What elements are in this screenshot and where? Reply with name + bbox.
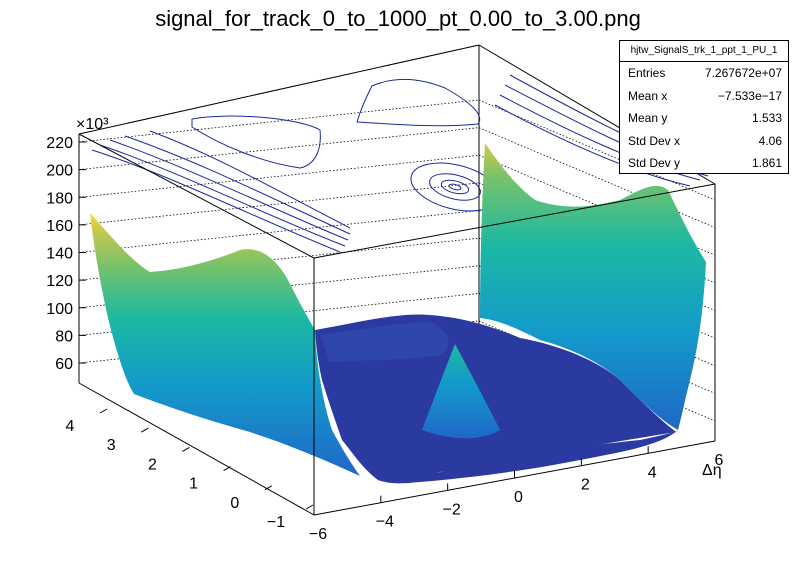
x-tick-label: 4 <box>648 464 657 481</box>
contour-band-1 <box>91 149 341 253</box>
z-tick-label: 180 <box>46 190 73 207</box>
contour-center-4 <box>448 183 462 191</box>
contour-band-4 <box>124 135 351 235</box>
contour-band-5 <box>149 130 351 229</box>
x-tick-label: −6 <box>309 526 327 543</box>
y-tick <box>140 427 149 433</box>
stats-row: Mean x −7.533e−17 <box>620 85 788 108</box>
surface-central-peak <box>422 344 500 439</box>
y-axis: −1 0 1 2 3 4 <box>66 408 314 531</box>
surface-right-wall <box>480 143 706 430</box>
z-tick-label: 100 <box>46 301 73 318</box>
z-tick-label: 140 <box>46 246 73 263</box>
stats-value: 7.267672e+07 <box>704 66 782 81</box>
grid-line <box>478 99 716 201</box>
surface-front-edge <box>378 430 678 484</box>
grid-line <box>78 210 480 253</box>
stats-histogram-name: hjtw_SignalS_trk_1_ppt_1_PU_1 <box>620 41 788 62</box>
y-tick-label: 2 <box>148 456 157 473</box>
x-tick-label: 2 <box>581 477 590 494</box>
chart-title: signal_for_track_0_to_1000_pt_0.00_to_3.… <box>155 6 641 31</box>
z-tick-label: 160 <box>46 218 73 235</box>
z-tick-label: 220 <box>46 135 73 152</box>
stats-label: Entries <box>628 66 666 81</box>
y-tick-label: 1 <box>189 476 198 493</box>
z-tick-label: 60 <box>55 356 73 373</box>
stats-value: 4.06 <box>758 133 782 148</box>
y-tick <box>305 504 314 510</box>
contour-center-2 <box>429 173 481 201</box>
stats-value: −7.533e−17 <box>717 88 782 103</box>
x-tick-label: 6 <box>715 452 724 469</box>
stats-label: Std Dev x <box>628 133 681 148</box>
stats-row: Std Dev y 1.861 <box>620 152 788 175</box>
y-tick <box>264 485 273 491</box>
y-tick-label: 0 <box>230 495 239 512</box>
grid-line <box>78 182 480 226</box>
contour-center-3 <box>440 179 470 195</box>
z-axis-multiplier: ×10³ <box>76 116 109 133</box>
contour-band-6 <box>494 104 691 187</box>
y-tick-label: 4 <box>66 418 75 435</box>
x-axis: −6 −4 −2 0 2 4 6 <box>309 434 724 543</box>
y-tick <box>99 408 108 414</box>
x-axis-label: Δη <box>702 462 722 479</box>
stats-value: 1.533 <box>751 111 782 126</box>
surface-left-wall <box>90 213 360 476</box>
grid-line <box>78 127 480 171</box>
stats-row: Mean y 1.533 <box>620 107 788 130</box>
contour-left-loop <box>191 115 321 169</box>
surface-floor-shade <box>320 322 449 362</box>
contour-band-2 <box>99 144 346 247</box>
stats-row: Entries 7.267672e+07 <box>620 62 788 85</box>
x-tick-label: 0 <box>514 489 523 506</box>
stats-label: Mean x <box>628 88 668 103</box>
contour-band-3 <box>109 139 349 241</box>
grid-line <box>78 154 480 198</box>
x-tick-label: −2 <box>443 501 461 518</box>
y-tick <box>182 446 190 452</box>
top-contours <box>91 74 713 253</box>
z-axis: 60 80 100 120 140 160 180 200 220 <box>46 135 86 373</box>
grid-line <box>78 99 480 143</box>
stats-value: 1.861 <box>751 156 782 171</box>
stats-box: hjtw_SignalS_trk_1_ppt_1_PU_1 Entries 7.2… <box>619 40 789 174</box>
contour-right-loop <box>356 78 481 127</box>
stats-label: Std Dev y <box>628 156 681 171</box>
z-tick-label: 120 <box>46 273 73 290</box>
y-tick-label: −1 <box>267 514 285 531</box>
y-tick-label: 3 <box>107 437 116 454</box>
z-tick-label: 200 <box>46 163 73 180</box>
x-tick-label: −4 <box>376 514 394 531</box>
y-tick <box>223 466 231 472</box>
stats-label: Mean y <box>628 111 668 126</box>
z-tick-label: 80 <box>55 328 73 345</box>
stats-row: Std Dev x 4.06 <box>620 130 788 153</box>
